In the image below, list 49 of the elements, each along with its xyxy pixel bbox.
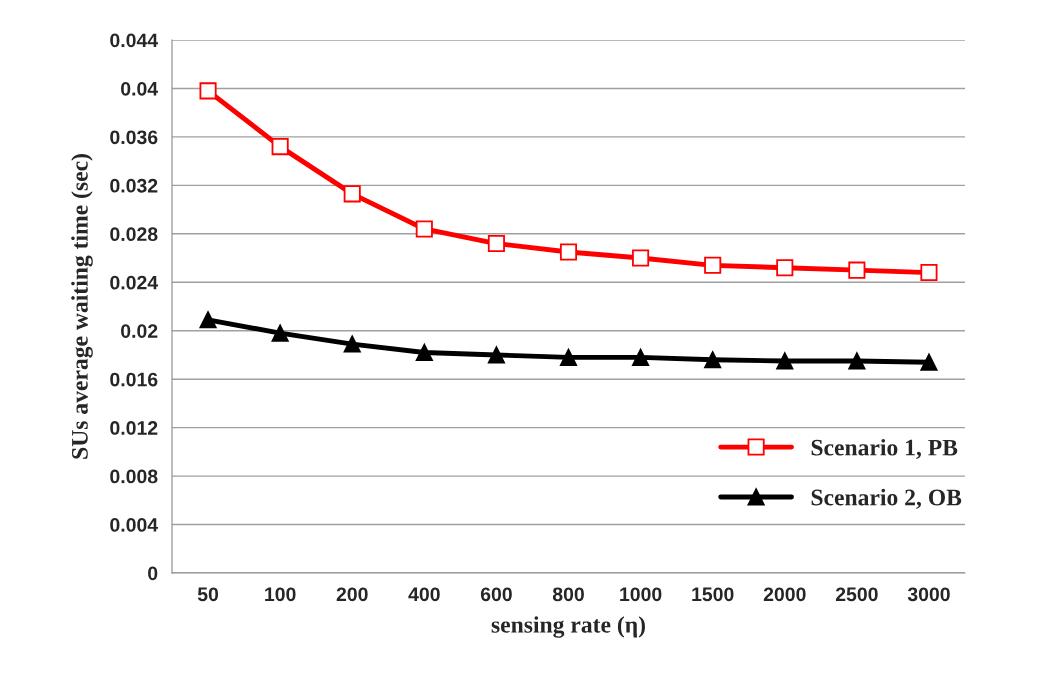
point bbox=[271, 138, 289, 156]
y-axis-title: SUs average waiting time (sec) bbox=[71, 154, 93, 459]
x-tick-label: 100 bbox=[265, 587, 296, 602]
point bbox=[487, 234, 505, 253]
point bbox=[848, 352, 866, 370]
point bbox=[848, 261, 866, 279]
y-tick-label: 0.008 bbox=[110, 469, 158, 484]
point bbox=[632, 348, 650, 366]
x-tick-label: 3000 bbox=[907, 587, 950, 602]
point bbox=[559, 348, 578, 366]
y-tick-label: 0.012 bbox=[110, 421, 158, 435]
point bbox=[415, 220, 433, 238]
point bbox=[920, 353, 938, 371]
y-tick-label: 0.04 bbox=[121, 81, 159, 96]
y-tick-label: 0.044 bbox=[110, 33, 159, 48]
x-tick-label: 800 bbox=[552, 587, 584, 602]
point bbox=[343, 185, 361, 203]
point bbox=[199, 82, 217, 100]
y-tick-label: 0 bbox=[148, 566, 158, 581]
x-tick-label: 400 bbox=[408, 587, 440, 602]
x-tick-label: 200 bbox=[336, 587, 368, 602]
x-tick-label: 1000 bbox=[620, 587, 662, 602]
x-tick-label: 1500 bbox=[692, 587, 734, 602]
point bbox=[271, 324, 289, 342]
point bbox=[704, 351, 722, 369]
point bbox=[920, 264, 938, 282]
x-tick-label: 2000 bbox=[763, 587, 806, 602]
x-tick-label: 600 bbox=[480, 587, 512, 602]
point bbox=[559, 243, 578, 261]
point bbox=[199, 311, 217, 329]
x-tick-label: 50 bbox=[197, 587, 219, 602]
y-tick-label: 0.036 bbox=[110, 130, 158, 145]
y-tick-label: 0.024 bbox=[110, 275, 159, 290]
y-tick-label: 0.02 bbox=[121, 324, 158, 338]
legend-label: Scenario 2, OB bbox=[811, 488, 962, 509]
point bbox=[487, 346, 505, 364]
y-tick-label: 0.032 bbox=[110, 178, 158, 193]
y-tick-label: 0.004 bbox=[110, 518, 159, 532]
point bbox=[415, 343, 433, 362]
y-tick-label: 0.028 bbox=[110, 227, 158, 242]
legend-label: Scenario 1, PB bbox=[811, 438, 958, 459]
point bbox=[776, 259, 794, 277]
x-tick-label: 2500 bbox=[835, 587, 878, 602]
point bbox=[704, 256, 722, 274]
point bbox=[343, 335, 361, 353]
x-axis-title: sensing rate (η) bbox=[491, 616, 645, 638]
point bbox=[632, 249, 650, 267]
point bbox=[776, 352, 794, 370]
y-tick-label: 0.016 bbox=[110, 372, 158, 387]
